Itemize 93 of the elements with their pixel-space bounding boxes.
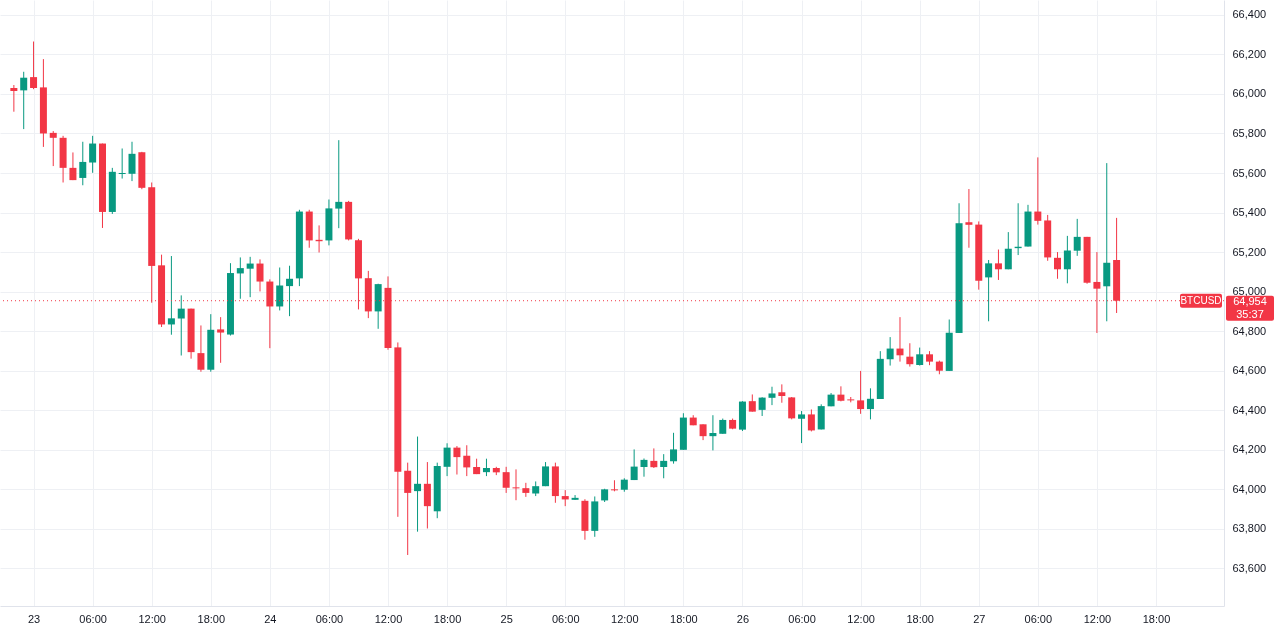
y-tick-label: 65,800 [1232, 126, 1267, 139]
x-tick-label: 18:00 [1142, 612, 1171, 625]
candlestick [276, 267, 284, 311]
candlestick [985, 259, 993, 322]
y-tick-label: 66,200 [1232, 47, 1267, 60]
candlestick [236, 256, 244, 300]
candlestick [89, 135, 97, 174]
x-tick-label: 06:00 [1024, 612, 1053, 625]
x-tick-label: 06:00 [788, 612, 816, 625]
candlestick [542, 461, 550, 487]
candlestick [335, 139, 343, 229]
y-tick-label: 64,200 [1232, 443, 1267, 456]
y-tick-label: 64,800 [1232, 324, 1267, 337]
candlestick [10, 84, 18, 113]
x-tick-label: 27 [973, 612, 986, 625]
x-tick-label: 26 [736, 612, 750, 625]
x-tick-label: 25 [500, 612, 513, 625]
candlestick [709, 414, 717, 451]
candlestick [660, 453, 668, 479]
candlestick [1004, 231, 1012, 270]
candlestick [177, 294, 185, 356]
text: 35:37 [1236, 307, 1264, 320]
candlestick [1063, 235, 1071, 284]
y-tick-label: 65,000 [1232, 285, 1267, 298]
candlestick [768, 386, 776, 406]
candlestick [610, 479, 618, 492]
candlestick [167, 255, 175, 336]
candlestick [1073, 218, 1081, 257]
candlestick [118, 147, 126, 180]
x-tick-label: 06:00 [79, 612, 107, 625]
x-tick-label: 12:00 [847, 612, 875, 625]
candlestick [571, 494, 579, 501]
candlestick [650, 447, 658, 469]
x-tick-label: 23 [27, 612, 41, 625]
x-tick-label: 06:00 [551, 612, 580, 625]
candlestick [1054, 251, 1062, 280]
x-tick-label: 18:00 [197, 612, 226, 625]
candlestick [1034, 156, 1042, 226]
y-tick-label: 65,200 [1232, 245, 1267, 258]
y-tick-label: 65,400 [1232, 206, 1267, 219]
candlestick [404, 462, 412, 556]
candlestick [994, 249, 1002, 281]
candlestick [256, 258, 264, 292]
y-tick-label: 66,000 [1232, 87, 1267, 100]
candlestick [1103, 162, 1111, 322]
x-tick-label: 18:00 [433, 612, 462, 625]
candlestick [453, 445, 461, 476]
y-tick-label: 65,600 [1232, 166, 1267, 179]
y-tick-label: 63,800 [1232, 522, 1267, 535]
candlestick [906, 342, 914, 368]
candlestick [128, 141, 136, 182]
candlestick [807, 408, 815, 432]
x-tick-label: 12:00 [1083, 612, 1112, 625]
candlestick [798, 410, 806, 444]
candlestick [30, 41, 38, 90]
candlestick [857, 370, 865, 415]
candlestick [965, 188, 973, 249]
y-tick-label: 64,400 [1232, 403, 1267, 416]
candlestick [640, 458, 648, 478]
y-tick-label: 66,400 [1232, 8, 1267, 21]
candlestick [866, 387, 874, 420]
candlestick [630, 448, 638, 481]
candlestick [197, 324, 205, 373]
candlestick [79, 141, 87, 186]
candlestick [69, 151, 77, 181]
x-tick-label: 18:00 [670, 612, 698, 625]
candlestick [788, 396, 796, 420]
candlestick [443, 442, 451, 477]
candlestick [246, 256, 254, 298]
candlestick [670, 432, 678, 465]
candlestick [837, 385, 845, 402]
x-tick-label: 12:00 [611, 612, 639, 625]
candlestick [414, 436, 422, 533]
candlestick [20, 71, 28, 130]
x-tick-label: 12:00 [138, 612, 166, 625]
y-tick-label: 64,600 [1232, 364, 1267, 377]
candlestick [463, 444, 471, 477]
candlestick [778, 383, 786, 404]
candlestick [423, 461, 431, 529]
x-tick-label: 18:00 [906, 612, 934, 625]
candlestick [512, 468, 520, 501]
candlestick [758, 396, 766, 417]
candlestick [817, 403, 825, 430]
y-tick-label: 63,600 [1232, 561, 1267, 574]
candlestick [886, 336, 894, 367]
x-tick-label: 12:00 [374, 612, 403, 625]
x-tick-label: 06:00 [315, 612, 344, 625]
candlestick [49, 130, 57, 167]
candlestick [217, 316, 225, 364]
candlestick [502, 466, 510, 494]
y-tick-label: 64,000 [1232, 482, 1267, 495]
candlestick [286, 265, 294, 317]
x-tick-label: 24 [264, 612, 277, 625]
